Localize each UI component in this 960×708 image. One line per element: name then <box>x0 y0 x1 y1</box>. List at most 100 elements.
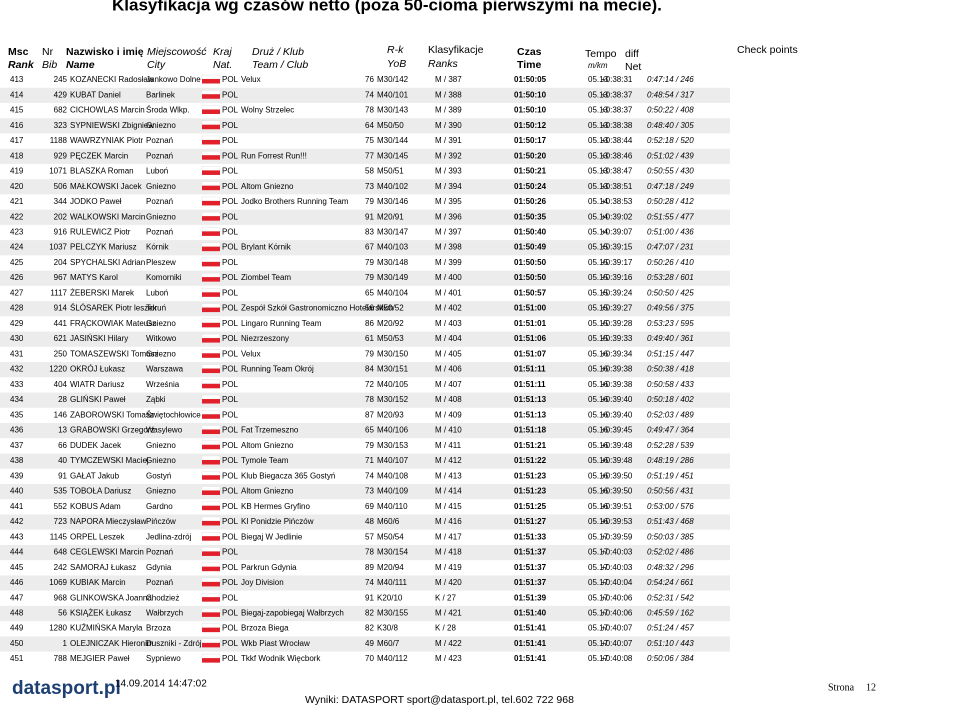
tempo: 05.15 <box>588 258 609 267</box>
tempo: 05.17 <box>588 548 609 557</box>
time: 01:50:35 <box>514 212 547 221</box>
flag-white <box>201 303 221 308</box>
time: 01:50:10 <box>514 90 547 99</box>
nat: POL <box>222 639 239 648</box>
diff: +0:38:53 <box>601 197 633 206</box>
rank: 440 <box>10 487 24 496</box>
bib: 202 <box>54 212 68 221</box>
yob: 78 <box>365 106 374 115</box>
diff: +0:39:48 <box>601 456 633 465</box>
tempo: 05.15 <box>588 243 609 252</box>
flag-white <box>201 547 221 552</box>
nat: POL <box>222 410 239 419</box>
diff: +0:38:31 <box>601 75 633 84</box>
tempo: 05.13 <box>588 136 609 145</box>
category: M60/7 <box>377 639 400 648</box>
bib: 506 <box>54 182 68 191</box>
page-title: Klasyfikacja wg czasów netto (poza 50-ci… <box>112 0 662 14</box>
time: 01:51:00 <box>514 304 547 313</box>
flag-white <box>201 532 221 537</box>
nat: POL <box>222 456 239 465</box>
name: KUBAT Daniel <box>70 90 121 99</box>
bib: 66 <box>58 441 67 450</box>
city: Gniezno <box>146 456 176 465</box>
city: Kórnik <box>146 243 170 252</box>
name: FRĄCKOWIAK Mateusz <box>70 319 156 328</box>
name: KSIĄŻEK Łukasz <box>70 609 131 618</box>
category: M40/110 <box>377 502 408 511</box>
name: GRABOWSKI Grzegorz <box>70 426 154 435</box>
flag-white <box>201 364 221 369</box>
diff: +0:38:37 <box>601 90 633 99</box>
tempo: 05.17 <box>588 593 609 602</box>
row-shade <box>0 483 730 500</box>
net: 0:47:07 / 231 <box>647 243 694 252</box>
flag-red <box>202 338 220 343</box>
name: NAPORA Mieczysław <box>70 517 147 526</box>
bib: 929 <box>54 151 68 160</box>
diff: +0:38:38 <box>601 121 633 130</box>
class-rank: M / 403 <box>435 319 462 328</box>
rank: 438 <box>10 456 24 465</box>
category: K30/8 <box>377 624 398 633</box>
city: Poznań <box>146 578 173 587</box>
team: Biegaj W Jedlinie <box>241 532 303 541</box>
flag-red <box>202 94 220 99</box>
tempo: 05.16 <box>588 487 609 496</box>
net: 0:52:31 / 542 <box>647 593 694 602</box>
category: M20/94 <box>377 563 404 572</box>
team: Zespół Szkół Gastronomiczno Hotelarskich <box>241 304 394 313</box>
name: TOBOŁA Dariusz <box>70 487 131 496</box>
flag-white <box>201 471 221 476</box>
header: Name <box>66 59 95 71</box>
diff: +0:39:27 <box>601 304 633 313</box>
team: Velux <box>241 349 261 358</box>
rank: 442 <box>10 517 24 526</box>
flag-white <box>201 90 221 95</box>
time: 01:51:37 <box>514 578 547 587</box>
bib: 1071 <box>49 167 67 176</box>
class-rank: M / 396 <box>435 212 462 221</box>
flag-red <box>202 185 220 191</box>
time: 01:50:40 <box>514 228 547 237</box>
yob: 83 <box>365 228 374 237</box>
time: 01:51:06 <box>514 334 547 343</box>
team: Fat Trzemeszno <box>241 426 299 435</box>
header: diff <box>625 48 639 60</box>
yob: 58 <box>365 167 374 176</box>
tempo: 05.16 <box>588 349 609 358</box>
yob: 65 <box>365 426 374 435</box>
category: M30/147 <box>377 228 409 237</box>
header: Nat. <box>213 59 232 71</box>
nat: POL <box>222 502 239 511</box>
diff: +0:39:45 <box>601 426 633 435</box>
row-shade <box>0 605 730 622</box>
diff: +0:39:50 <box>601 487 633 496</box>
class-rank: M / 387 <box>435 75 462 84</box>
name: GAŁAT Jakub <box>70 471 120 480</box>
net: 0:50:55 / 430 <box>647 167 694 176</box>
class-rank: M / 404 <box>435 334 462 343</box>
tempo: 05.17 <box>588 563 609 572</box>
rank: 418 <box>10 151 24 160</box>
flag-white <box>201 257 221 263</box>
header: Miejscowość <box>147 46 207 58</box>
net: 0:51:02 / 439 <box>647 151 694 160</box>
diff: +0:39:48 <box>601 441 633 450</box>
footer: datasport.pl 14.09.2014 14:47:02 Wyniki:… <box>12 678 876 706</box>
header: Time <box>517 59 541 71</box>
nat: POL <box>222 136 239 145</box>
rank: 437 <box>10 441 24 450</box>
class-rank: M / 408 <box>435 395 462 404</box>
header: Rank <box>8 59 35 71</box>
rank: 447 <box>10 593 24 602</box>
category: M30/155 <box>377 609 409 618</box>
class-rank: M / 392 <box>435 151 462 160</box>
time: 01:51:13 <box>514 410 547 419</box>
team: Lingaro Running Team <box>241 319 322 328</box>
tempo: 05.16 <box>588 517 609 526</box>
category: M30/152 <box>377 395 409 404</box>
row-shade <box>0 423 730 439</box>
team: Velux <box>241 75 261 84</box>
